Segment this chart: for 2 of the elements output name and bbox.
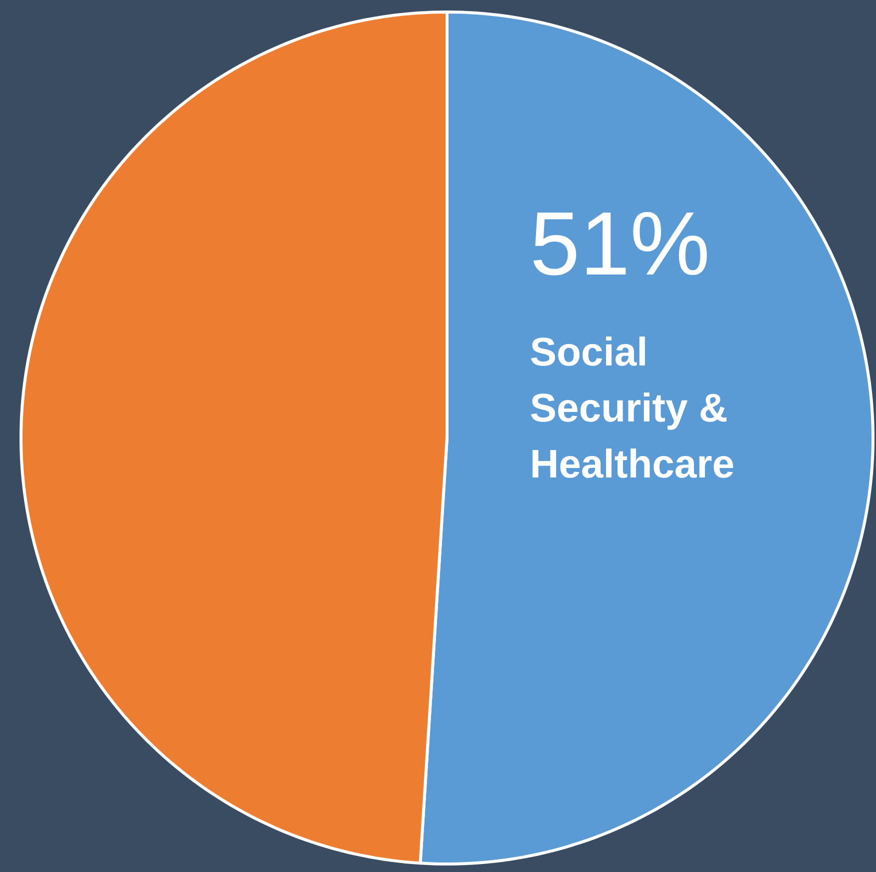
data-label: 51% (530, 194, 710, 295)
slice-label: Social Security & Healthcare (530, 330, 734, 487)
